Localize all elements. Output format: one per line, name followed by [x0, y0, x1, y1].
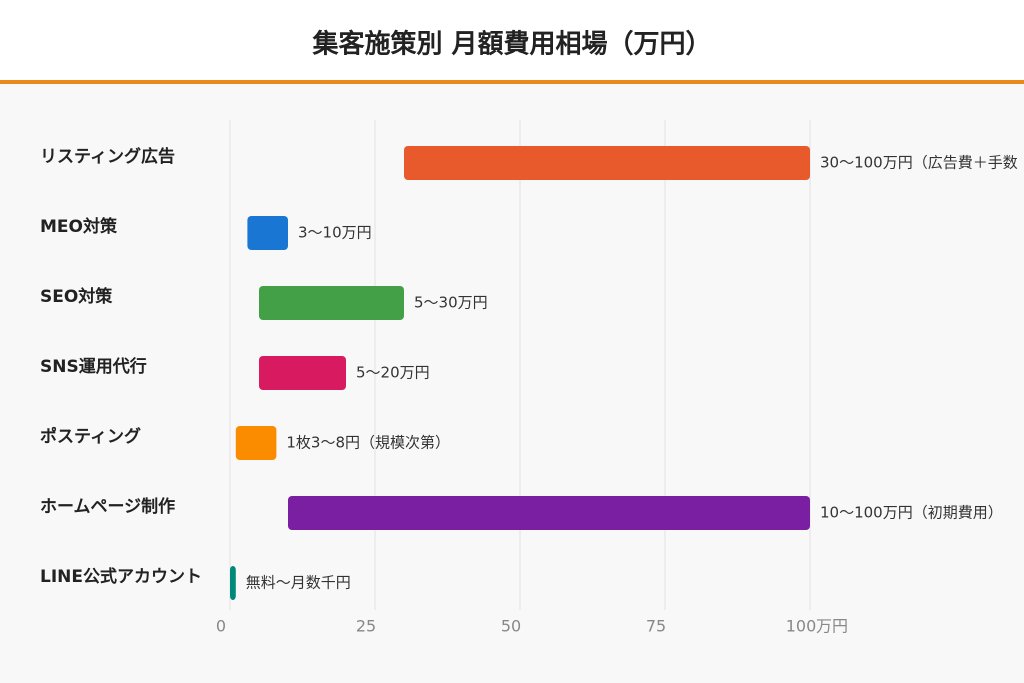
bar: [235, 426, 277, 460]
category-label: ポスティング: [40, 426, 141, 447]
x-tick-label: 50: [501, 617, 521, 636]
chart-title: 集客施策別 月額費用相場（万円）: [311, 29, 711, 60]
header: [0, 0, 1024, 80]
value-label: 10〜100万円（初期費用）: [820, 504, 1003, 522]
value-label: 1枚3〜8円（規模次第）: [286, 434, 450, 452]
bar: [230, 566, 236, 600]
x-tick-label: 0: [216, 617, 226, 636]
bar: [404, 146, 810, 180]
x-tick-label: 25: [356, 617, 376, 636]
value-label: 5〜20万円: [356, 364, 430, 382]
category-label: MEO対策: [40, 216, 118, 237]
category-label: リスティング広告: [40, 146, 175, 167]
category-label: LINE公式アカウント: [40, 566, 202, 587]
category-label: ホームページ制作: [40, 496, 175, 517]
value-label: 無料〜月数千円: [246, 574, 351, 592]
bar: [259, 286, 404, 320]
header-rule: [0, 80, 1024, 84]
value-label: 30〜100万円（広告費＋手数: [820, 154, 1018, 172]
bar: [288, 496, 810, 530]
value-label: 3〜10万円: [298, 224, 372, 242]
x-unit-label: 万円: [816, 617, 848, 636]
value-label: 5〜30万円: [414, 294, 488, 312]
x-tick-label: 75: [646, 617, 666, 636]
bar: [259, 356, 346, 390]
x-tick-label: 100: [786, 617, 817, 636]
category-label: SEO対策: [40, 286, 113, 307]
bar: [247, 216, 288, 250]
category-label: SNS運用代行: [40, 356, 147, 377]
